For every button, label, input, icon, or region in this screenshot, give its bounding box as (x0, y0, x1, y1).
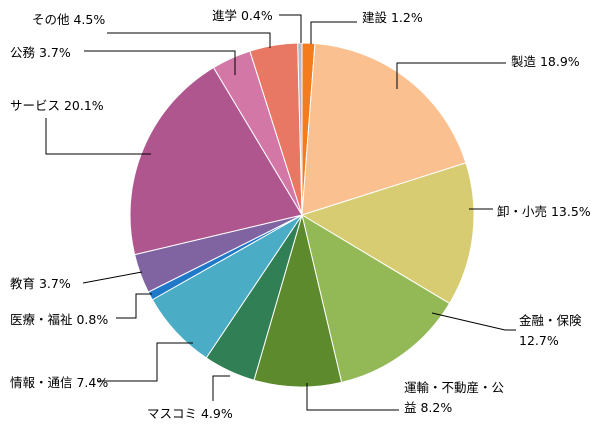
leader-line-10 (45, 118, 151, 155)
data-label-13: 進学 0.4% (212, 8, 273, 23)
data-label-7: 情報・通信 7.4% (10, 375, 108, 390)
leader-line-4 (431, 312, 516, 331)
leader-line-13 (279, 14, 302, 43)
leader-line-9 (82, 271, 143, 284)
data-label-5: 運輸・不動産・公益 8.2% (404, 380, 505, 415)
leader-line-2 (396, 62, 506, 89)
data-label-line: 公務 3.7% (10, 45, 71, 60)
leader-line-6 (212, 375, 230, 401)
data-label-6: マスコミ 4.9% (147, 406, 233, 421)
data-label-line: 12.7% (519, 333, 559, 348)
data-label-12: その他 4.5% (32, 12, 105, 27)
data-label-1: 建設 1.2% (362, 10, 423, 25)
pie-slice-10 (129, 66, 303, 256)
leader-line-7 (97, 342, 193, 382)
data-labels: 建設 1.2% 製造 18.9% 卸・小売 13.5% 金融・保険 12.7% 運輸・不動… (10, 8, 591, 421)
data-label-2: 製造 18.9% (511, 54, 580, 69)
pie-slice-2 (301, 42, 467, 216)
data-label-line: サービス 20.1% (10, 98, 104, 113)
data-label-line: 建設 1.2% (362, 10, 423, 25)
pie-slices (129, 42, 475, 388)
data-label-line: 製造 18.9% (511, 54, 580, 69)
data-label-4: 金融・保険 12.7% (519, 313, 582, 348)
data-label-line: 運輸・不動産・公 (404, 380, 505, 395)
data-label-3: 卸・小売 13.5% (497, 204, 591, 219)
pie-slice-5 (253, 213, 343, 388)
data-label-10: サービス 20.1% (10, 98, 104, 113)
data-label-line: その他 4.5% (32, 12, 105, 27)
data-label-line: 進学 0.4% (212, 8, 273, 23)
data-label-9: 教育 3.7% (10, 276, 71, 291)
leader-line-11 (84, 50, 236, 75)
pie-slice-13 (297, 42, 303, 216)
leader-line-1 (310, 21, 357, 44)
leader-line-5 (306, 383, 399, 411)
data-label-line: マスコミ 4.9% (147, 406, 233, 421)
data-label-line: 教育 3.7% (10, 276, 71, 291)
data-label-line: 金融・保険 (519, 313, 582, 328)
pie-slice-4 (301, 213, 451, 383)
leader-line-12 (107, 32, 271, 48)
pie-slice-3 (300, 162, 475, 305)
data-label-line: 情報・通信 7.4% (10, 375, 108, 390)
leader-line-8 (116, 293, 152, 319)
leader-lines (45, 14, 516, 411)
data-label-line: 卸・小売 13.5% (497, 204, 591, 219)
data-label-line: 医療・福祉 0.8% (10, 312, 108, 327)
data-label-line: 益 8.2% (404, 400, 452, 415)
data-label-11: 公務 3.7% (10, 45, 71, 60)
data-label-8: 医療・福祉 0.8% (10, 312, 108, 327)
